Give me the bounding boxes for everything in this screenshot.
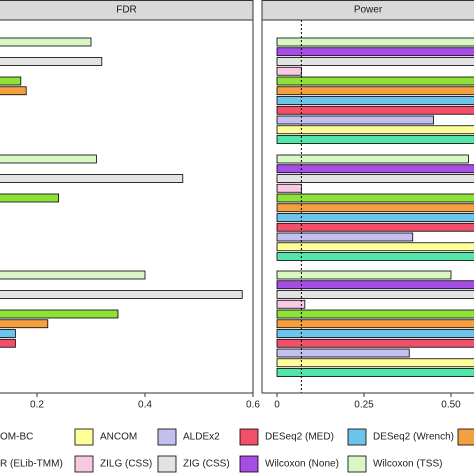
bar: [276, 319, 474, 329]
bar: [276, 105, 474, 115]
legend-label: Wilcoxon (None): [265, 459, 339, 470]
legend-label: DESeq2 (Wrench): [373, 432, 454, 443]
x-tick-label: 0: [274, 400, 280, 411]
bar: [276, 86, 474, 96]
bar: [0, 76, 22, 86]
legend-label: ZILG (CSS): [100, 459, 152, 470]
bar: [276, 242, 474, 252]
x-tick-label: 0.6: [246, 400, 260, 411]
bar: [276, 338, 474, 348]
legend-label: R (ELib-TMM): [0, 459, 63, 470]
bar: [276, 232, 414, 242]
bar: [276, 96, 474, 105]
bar: [0, 37, 92, 47]
bar: [276, 183, 302, 193]
x-tick-label: 0.2: [30, 400, 44, 411]
bar: [276, 348, 410, 358]
plot-area: [0, 37, 243, 348]
bar: [0, 86, 27, 96]
bar: [276, 299, 306, 309]
bar: [276, 47, 474, 57]
bar: [276, 135, 474, 144]
bar: [276, 66, 302, 76]
bar: [0, 154, 97, 164]
bar: [0, 174, 184, 183]
bar: [276, 115, 435, 125]
legend-label: ANCOM: [100, 432, 137, 443]
bar: [276, 193, 474, 203]
bar: [276, 290, 474, 299]
panel-title: FDR: [116, 5, 137, 16]
bar: [276, 37, 474, 47]
legend-swatch: [239, 455, 259, 473]
panel-border: [0, 19, 254, 394]
legend-swatch: [239, 428, 259, 446]
bar: [276, 76, 474, 86]
legend-swatch: [74, 455, 94, 473]
x-tick-label: 0.25: [354, 400, 374, 411]
legend-swatch: [347, 428, 367, 446]
panel-title: Power: [354, 5, 383, 16]
plot-area: [276, 20, 474, 393]
bar: [0, 329, 16, 338]
bar: [276, 213, 474, 222]
bar: [0, 57, 103, 66]
bar: [276, 358, 474, 368]
bar: [276, 174, 474, 183]
bar: [276, 280, 474, 290]
x-tick-label: 0.50: [441, 400, 461, 411]
legend-label: ZIG (CSS): [183, 459, 230, 470]
legend-swatch: [157, 428, 177, 446]
bar: [276, 57, 474, 66]
bar: [276, 164, 474, 174]
bar: [0, 290, 243, 299]
legend-label: ALDEx2: [183, 432, 220, 443]
legend-swatch: [157, 455, 177, 473]
legend-swatch: [74, 428, 94, 446]
bar: [276, 222, 474, 232]
bar: [276, 368, 474, 377]
bar: [0, 193, 60, 203]
x-tick-label: 0.4: [138, 400, 152, 411]
legend-swatch: [457, 428, 474, 446]
bar: [0, 338, 16, 348]
legend-label: DESeq2 (MED): [265, 432, 334, 443]
bar: [276, 203, 474, 213]
legend-label: OM-BC: [0, 432, 33, 443]
bar: [276, 154, 469, 164]
bar: [0, 319, 49, 329]
bar: [0, 309, 119, 319]
bar: [276, 329, 474, 338]
bar: [276, 309, 474, 319]
bar: [276, 270, 452, 280]
panel-border: [261, 19, 474, 394]
bar: [276, 252, 474, 261]
bar: [0, 270, 146, 280]
legend-label: Wilcoxon (TSS): [373, 459, 442, 470]
bar: [276, 125, 474, 135]
legend-swatch: [347, 455, 367, 473]
